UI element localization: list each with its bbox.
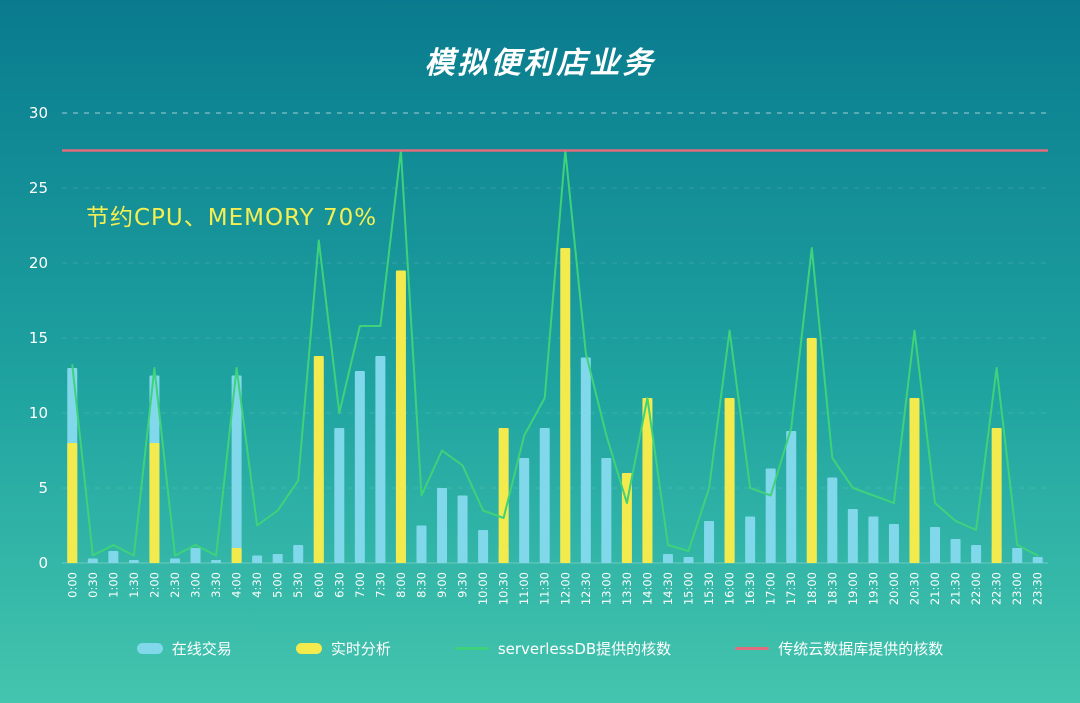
svg-text:1:30: 1:30 (127, 572, 141, 598)
svg-text:0:30: 0:30 (86, 572, 100, 598)
svg-text:11:30: 11:30 (538, 572, 552, 605)
svg-text:12:30: 12:30 (579, 572, 593, 605)
legend-marker-traditional-cores (735, 647, 770, 650)
svg-text:14:00: 14:00 (640, 572, 654, 605)
legend-label-online-trade: 在线交易 (171, 640, 232, 658)
legend-marker-serverless-cores (454, 647, 489, 650)
svg-text:5:30: 5:30 (291, 572, 305, 598)
svg-text:9:00: 9:00 (435, 572, 449, 598)
svg-text:10:30: 10:30 (497, 572, 511, 605)
svg-text:6:00: 6:00 (312, 572, 326, 598)
legend-label-traditional-cores: 传统云数据库提供的核数 (778, 640, 944, 658)
legend-item-online-trade[interactable]: 在线交易 (136, 638, 232, 659)
svg-text:8:30: 8:30 (414, 572, 428, 598)
svg-text:20: 20 (29, 254, 48, 272)
svg-text:13:30: 13:30 (620, 572, 634, 605)
svg-text:4:30: 4:30 (250, 572, 264, 598)
svg-text:10: 10 (29, 404, 48, 422)
svg-text:22:30: 22:30 (990, 572, 1004, 605)
svg-text:5:00: 5:00 (271, 572, 285, 598)
svg-text:7:30: 7:30 (373, 572, 387, 598)
svg-text:7:00: 7:00 (353, 572, 367, 598)
svg-text:18:00: 18:00 (805, 572, 819, 605)
svg-text:0:00: 0:00 (65, 572, 79, 598)
svg-text:21:00: 21:00 (928, 572, 942, 605)
svg-text:2:00: 2:00 (147, 572, 161, 598)
svg-text:4:00: 4:00 (230, 572, 244, 598)
svg-text:10:00: 10:00 (476, 572, 490, 605)
svg-text:11:00: 11:00 (517, 572, 531, 605)
svg-text:16:00: 16:00 (723, 572, 737, 605)
legend-item-realtime-analysis[interactable]: 实时分析 (295, 638, 391, 659)
svg-text:9:30: 9:30 (456, 572, 470, 598)
legend-item-traditional-cores[interactable]: 传统云数据库提供的核数 (735, 638, 943, 659)
svg-text:25: 25 (29, 179, 48, 197)
svg-text:13:00: 13:00 (599, 572, 613, 605)
x-axis-labels: 0:00 0:30 1:00 1:30 2:00 2:30 3:00 3:30 4:00 4:30… (65, 572, 1044, 605)
svg-text:1:00: 1:00 (106, 572, 120, 598)
svg-text:0: 0 (38, 554, 48, 572)
svg-text:12:00: 12:00 (558, 572, 572, 605)
svg-text:3:30: 3:30 (209, 572, 223, 598)
svg-text:17:00: 17:00 (764, 572, 778, 605)
gridlines (62, 112, 1048, 564)
svg-text:15: 15 (29, 329, 48, 347)
legend-marker-realtime-analysis (295, 643, 322, 654)
annotation: 节约CPU、MEMORY 70% (86, 205, 378, 231)
bars-realtime-analysis[interactable] (67, 248, 1002, 563)
svg-text:21:30: 21:30 (949, 572, 963, 605)
legend-item-serverless-cores[interactable]: serverlessDB提供的核数 (454, 638, 672, 659)
svg-text:5: 5 (38, 479, 48, 497)
svg-text:16:30: 16:30 (743, 572, 757, 605)
svg-text:14:30: 14:30 (661, 572, 675, 605)
svg-text:20:00: 20:00 (887, 572, 901, 605)
svg-text:6:30: 6:30 (332, 572, 346, 598)
svg-text:17:30: 17:30 (784, 572, 798, 605)
svg-text:15:30: 15:30 (702, 572, 716, 605)
svg-text:30: 30 (29, 104, 48, 122)
svg-text:2:30: 2:30 (168, 572, 182, 598)
page-title: 模拟便利店业务 (424, 46, 656, 81)
svg-text:23:00: 23:00 (1010, 572, 1024, 605)
serverless-line[interactable] (71, 149, 1039, 557)
svg-text:15:00: 15:00 (682, 572, 696, 605)
svg-text:22:00: 22:00 (969, 572, 983, 605)
legend-label-realtime-analysis: 实时分析 (330, 640, 391, 658)
svg-text:20:30: 20:30 (907, 572, 921, 605)
svg-text:19:00: 19:00 (846, 572, 860, 605)
y-axis-labels: 0 5 10 15 20 25 30 (29, 104, 48, 572)
legend: 在线交易 实时分析 serverlessDB提供的核数 传统云数据库提供的核数 (0, 638, 1080, 659)
svg-text:23:30: 23:30 (1031, 572, 1045, 605)
bars-online-trade[interactable] (67, 356, 1043, 563)
legend-label-serverless-cores: serverlessDB提供的核数 (497, 640, 672, 658)
svg-text:18:30: 18:30 (825, 572, 839, 605)
svg-text:8:00: 8:00 (394, 572, 408, 598)
svg-text:3:00: 3:00 (189, 572, 203, 598)
legend-marker-online-trade (136, 643, 163, 654)
svg-text:19:30: 19:30 (866, 572, 880, 605)
